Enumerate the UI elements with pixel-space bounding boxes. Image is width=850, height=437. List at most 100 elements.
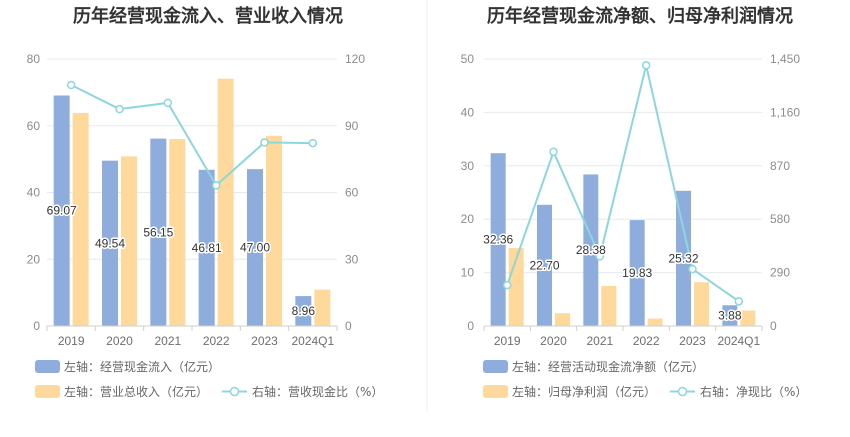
chart-1-ratio-point-2020 — [115, 104, 124, 114]
chart-2-right-axis-tick-label: 580 — [770, 212, 790, 226]
chart-2-right-axis-tick-label: 290 — [770, 266, 790, 280]
chart-1-series1-bar-2019 — [53, 95, 70, 326]
chart-1-series2-bar-2021 — [169, 139, 186, 326]
chart-1-ratio-point-2024Q1 — [308, 138, 318, 148]
chart-1-category-label-2021: 2021 — [154, 334, 181, 348]
chart-1-legend-swatch-revenue — [35, 385, 60, 398]
chart-2: 历年经营现金流净额、归母净利润情况 0 10 20 30 40 50 0 290 580 870 1… — [461, 5, 808, 399]
chart-2-legend-item-net-cash-flow[interactable]: 左轴：经营活动现金流净额（亿元） — [483, 359, 704, 374]
chart-1-series1-data-label-2020: 49.54 — [95, 236, 125, 250]
chart-2-legend-label-net-cash-flow: 左轴：经营活动现金流净额（亿元） — [512, 359, 704, 374]
chart-1-legend-swatch-cash-inflow — [35, 360, 60, 373]
chart-2-ratio-point-2022 — [641, 61, 651, 70]
chart-2-series1-data-label-2020: 22.70 — [529, 258, 559, 272]
chart-2-series2-bar-2020 — [555, 313, 570, 326]
chart-1-series1-bar-2024Q1 — [295, 296, 312, 326]
chart-1-series1-data-label-2023: 47.00 — [240, 241, 270, 255]
chart-1-right-axis-tick-label: 60 — [345, 186, 359, 200]
chart-1-series1-bar-2022 — [198, 169, 215, 326]
chart-2-series1-data-label-2023: 25.32 — [668, 251, 698, 265]
chart-2-left-axis-tick-label: 10 — [461, 266, 475, 280]
chart-2-legend-swatch-net-profit — [483, 385, 508, 398]
chart-2-legend-label-net-profit: 左轴：归母净利润（亿元） — [512, 384, 656, 399]
chart-2-left-axis-tick-label: 50 — [461, 52, 475, 66]
chart-2-ratio-point-2024Q1 — [734, 297, 744, 306]
chart-1-ratio-line — [70, 84, 313, 187]
chart-2-right-axis-tick-label: 870 — [770, 159, 790, 173]
chart-2-series1-bar-2023 — [676, 190, 691, 326]
chart-1-legend: 左轴：经营现金流入（亿元） 左轴：营业总收入（亿元） 右轴：营收现金比（%） — [35, 359, 383, 399]
chart-1-series1-bar-2020 — [102, 160, 118, 326]
chart-1-legend-label-cash-inflow: 左轴：经营现金流入（亿元） — [64, 359, 220, 374]
chart-1-series1-bar-2023 — [247, 169, 263, 326]
chart-2-legend: 左轴：经营活动现金流净额（亿元） 左轴：归母净利润（亿元） 右轴：净现比（%） — [483, 359, 807, 399]
chart-1-title: 历年经营现金流入、营业收入情况 — [73, 5, 343, 27]
chart-2-series2-bar-2023 — [694, 282, 709, 326]
chart-1-category-label-2023: 2023 — [251, 334, 278, 348]
chart-2-ratio-point-2023 — [688, 264, 697, 274]
chart-1-right-axis-tick-label: 90 — [345, 119, 359, 133]
chart-2-left-axis-tick-label: 40 — [461, 105, 475, 119]
chart-1-legend-label-revenue: 左轴：营业总收入（亿元） — [64, 384, 208, 399]
chart-2-series1-data-label-2022: 19.83 — [622, 266, 652, 280]
chart-1-series2-bar-2020 — [121, 156, 137, 326]
chart-1-series1-data-label-2024Q1: 8.96 — [292, 304, 316, 318]
chart-1-legend-item-ratio[interactable]: 右轴：营收现金比（%） — [222, 384, 383, 399]
chart-2-series1-bar-2022 — [629, 220, 645, 326]
chart-2-category-label-2021: 2021 — [586, 334, 613, 348]
chart-1-plot-area: 0 20 40 60 80 0 30 60 90 120 2019 2020 2021 2022 2023 2… — [27, 52, 366, 348]
chart-1-series1-data-label-2019: 69.07 — [47, 204, 77, 218]
chart-2-series1-data-label-2021: 28.38 — [576, 243, 606, 257]
chart-2-category-label-2019: 2019 — [494, 334, 521, 348]
chart-2-ratio-point-2020 — [549, 147, 558, 157]
chart-1-category-label-2024Q1: 2024Q1 — [291, 334, 334, 348]
chart-2-series1-bar-2020 — [537, 204, 552, 326]
chart-2-left-axis-tick-label: 30 — [461, 159, 475, 173]
chart-1-legend-item-revenue[interactable]: 左轴：营业总收入（亿元） — [35, 384, 208, 399]
chart-2-ratio-point-2019 — [502, 280, 512, 290]
chart-1-legend-label-ratio: 右轴：营收现金比（%） — [252, 384, 383, 399]
chart-1-series1-data-label-2021: 56.15 — [143, 225, 173, 239]
chart-2-category-label-2023: 2023 — [679, 334, 706, 348]
chart-1-series2-bar-2019 — [72, 113, 89, 326]
chart-2-series2-bar-2022 — [647, 318, 663, 326]
chart-1-ratio-point-2021 — [163, 98, 173, 108]
chart-1-ratio-point-2023 — [260, 138, 269, 147]
chart-2-series1-data-label-2019: 32.36 — [483, 233, 513, 247]
chart-2-legend-item-ratio[interactable]: 右轴：净现比（%） — [670, 384, 807, 399]
chart-1-series1-data-label-2022: 46.81 — [192, 241, 222, 255]
chart-2-series1-bar-2019 — [490, 153, 506, 326]
chart-2-series1-data-label-2024Q1: 3.88 — [718, 309, 742, 323]
chart-2-series2-bar-2024Q1 — [740, 310, 756, 326]
chart-1-right-axis-tick-label: 30 — [345, 252, 359, 266]
chart-1-right-axis-tick-label: 0 — [345, 319, 352, 333]
chart-2-right-axis-tick-label: 1,450 — [770, 52, 800, 66]
chart-2-right-axis-tick-label: 1,160 — [770, 105, 800, 119]
chart-2-series2-bar-2021 — [601, 285, 617, 326]
chart-1-series2-bar-2022 — [217, 78, 234, 326]
chart-2-legend-label-ratio: 右轴：净现比（%） — [700, 384, 807, 399]
chart-1-left-axis-tick-label: 80 — [27, 52, 41, 66]
chart-2-series1-bar-2021 — [583, 174, 599, 326]
chart-2-ratio-point-2021 — [595, 252, 605, 261]
chart-1-category-label-2020: 2020 — [106, 334, 133, 348]
chart-2-title: 历年经营现金流净额、归母净利润情况 — [487, 5, 793, 27]
chart-2-category-label-2024Q1: 2024Q1 — [717, 334, 760, 348]
chart-2-legend-item-net-profit[interactable]: 左轴：归母净利润（亿元） — [483, 384, 656, 399]
chart-1: 历年经营现金流入、营业收入情况 0 20 40 60 80 0 30 60 90 120 2019 2… — [27, 5, 384, 399]
chart-1-left-axis-tick-label: 0 — [33, 319, 40, 333]
chart-2-left-axis-tick-label: 20 — [461, 212, 475, 226]
chart-1-category-label-2022: 2022 — [203, 334, 230, 348]
chart-1-left-axis-tick-label: 40 — [27, 186, 41, 200]
chart-1-category-label-2019: 2019 — [58, 334, 85, 348]
chart-1-ratio-point-2019 — [66, 80, 76, 90]
chart-1-legend-marker-ratio — [229, 386, 240, 397]
chart-2-legend-marker-ratio — [677, 386, 688, 397]
chart-1-series1-bar-2021 — [150, 138, 167, 326]
chart-1-right-axis-tick-label: 120 — [345, 52, 365, 66]
chart-1-legend-item-cash-inflow[interactable]: 左轴：经营现金流入（亿元） — [35, 359, 220, 374]
chart-2-plot-area: 0 10 20 30 40 50 0 290 580 870 1,160 1,450 2019 2020 2… — [461, 52, 801, 348]
chart-2-left-axis-tick-label: 0 — [467, 319, 474, 333]
